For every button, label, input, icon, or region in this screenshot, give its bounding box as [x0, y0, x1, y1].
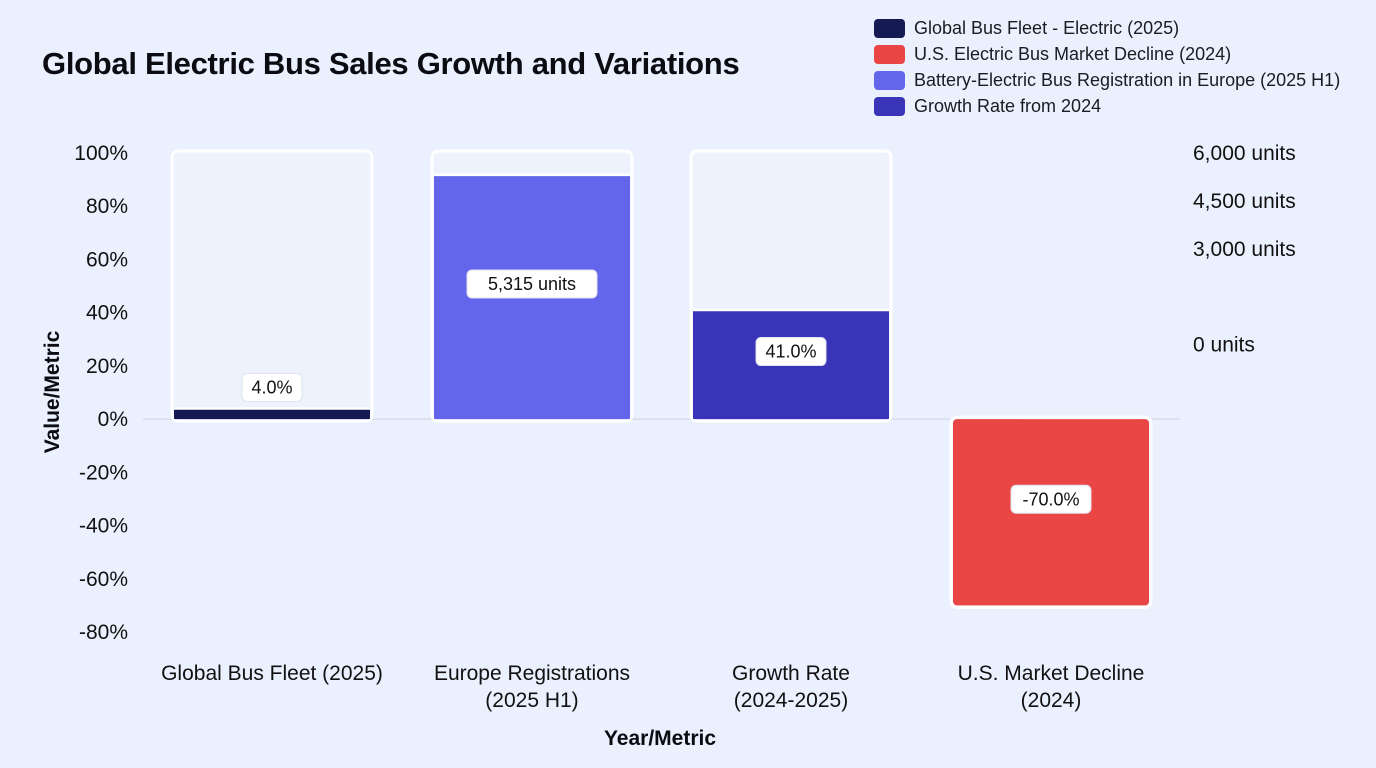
x-tick-label: Growth Rate	[732, 662, 850, 685]
x-tick-label: (2025 H1)	[485, 689, 578, 712]
x-axis-title: Year/Metric	[604, 727, 716, 750]
bar-group: 4.0%	[170, 149, 374, 423]
y-tick-label: 80%	[86, 195, 128, 218]
legend-label: Growth Rate from 2024	[914, 95, 1102, 116]
x-tick-label: (2024-2025)	[734, 689, 848, 712]
bar-group: 41.0%	[689, 149, 893, 423]
legend-item[interactable]: Battery-Electric Bus Registration in Eur…	[874, 69, 1340, 91]
y2-tick-label: 3,000 units	[1193, 238, 1296, 261]
data-label-box	[466, 269, 598, 299]
legend-label: Battery-Electric Bus Registration in Eur…	[914, 69, 1341, 90]
legend-label: U.S. Electric Bus Market Decline (2024)	[914, 43, 1232, 64]
y-axis-left: 100% 80% 60% 40% 20% 0% -20% -40% -60% -80%	[74, 142, 128, 644]
legend-item[interactable]: Growth Rate from 2024	[874, 95, 1340, 117]
legend-swatch	[874, 70, 905, 90]
y2-tick-label: 6,000 units	[1193, 142, 1296, 165]
bar-track	[170, 149, 374, 423]
x-tick-label: Europe Registrations	[434, 662, 630, 685]
y-tick-label: -60%	[79, 568, 128, 591]
legend-swatch	[874, 18, 905, 38]
y-tick-label: 60%	[86, 248, 128, 271]
y-tick-label: -20%	[79, 461, 128, 484]
y-axis-right: 6,000 units 4,500 units 3,000 units 0 units	[1193, 142, 1296, 357]
x-tick-label: U.S. Market Decline	[958, 662, 1145, 685]
bars: 4.0% 5,315 units 41.0% -70.0%	[170, 149, 1153, 609]
y-axis-title: Value/Metric	[41, 330, 64, 453]
data-label: 41.0%	[765, 342, 816, 362]
y-tick-label: -80%	[79, 621, 128, 644]
legend: Global Bus Fleet - Electric (2025) U.S. …	[874, 17, 1340, 117]
legend-item[interactable]: Global Bus Fleet - Electric (2025)	[874, 17, 1340, 39]
y-tick-label: 0%	[98, 408, 128, 431]
bar-group: 5,315 units	[430, 149, 634, 423]
data-label-box	[1010, 484, 1092, 514]
x-tick-label: Global Bus Fleet (2025)	[161, 662, 383, 685]
x-tick-label: (2024)	[1021, 689, 1082, 712]
data-label-box	[755, 337, 827, 367]
data-label-box	[241, 372, 303, 402]
data-label: 5,315 units	[488, 274, 576, 294]
bar[interactable]	[174, 408, 370, 420]
legend-swatch	[874, 96, 905, 116]
data-label: -70.0%	[1022, 489, 1079, 509]
bar-group: -70.0%	[949, 415, 1153, 609]
legend-item[interactable]: U.S. Electric Bus Market Decline (2024)	[874, 43, 1340, 65]
y-tick-label: 40%	[86, 302, 128, 325]
y-tick-label: 20%	[86, 355, 128, 378]
legend-label: Global Bus Fleet - Electric (2025)	[914, 17, 1180, 38]
y-tick-label: -40%	[79, 515, 128, 538]
legend-swatch	[874, 44, 905, 64]
y-tick-label: 100%	[74, 142, 128, 165]
x-axis: Global Bus Fleet (2025) Europe Registrati…	[161, 662, 1144, 712]
y2-tick-label: 0 units	[1193, 334, 1255, 357]
y2-tick-label: 4,500 units	[1193, 190, 1296, 213]
data-label: 4.0%	[251, 377, 292, 397]
chart-title: Global Electric Bus Sales Growth and Var…	[42, 46, 740, 81]
